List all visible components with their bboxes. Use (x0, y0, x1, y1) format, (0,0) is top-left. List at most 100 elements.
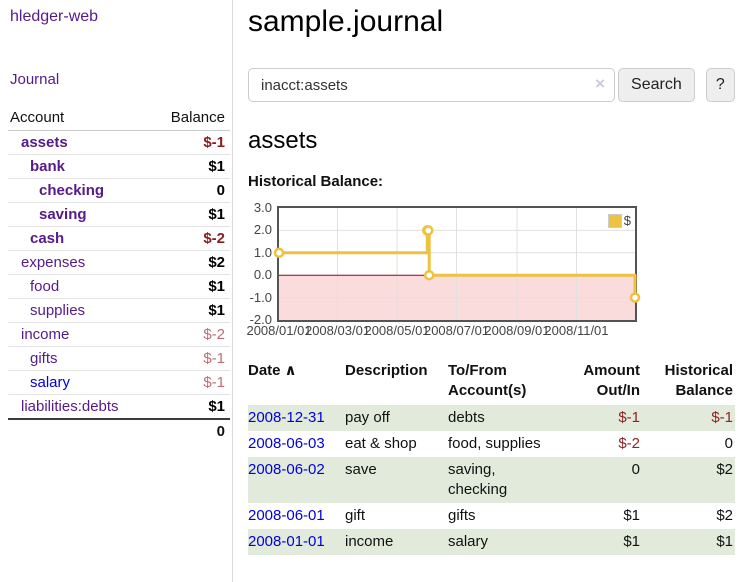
transaction-accounts-cell: debts (448, 409, 485, 426)
transaction-accounts-cell: food, supplies (448, 435, 541, 452)
account-row: salary $-1 (8, 370, 230, 395)
transaction-description-cell: gift (345, 507, 366, 524)
account-balance: $1 (208, 302, 225, 319)
transaction-description-cell: eat & shop (345, 435, 417, 452)
account-row: cash $-2 (8, 226, 230, 251)
transaction-date-link[interactable]: 2008-06-03 (248, 435, 325, 452)
account-link-income[interactable]: income (21, 326, 70, 343)
account-link-liabilities-debts[interactable]: liabilities:debts (21, 398, 119, 415)
transaction-accounts-cell: saving, checking (448, 461, 508, 498)
register-header-date[interactable]: Date ∧ (248, 362, 297, 379)
transaction-balance-cell: $2 (716, 461, 733, 478)
brand-link[interactable]: hledger-web (10, 8, 99, 25)
account-row: checking 0 (8, 178, 230, 203)
account-cell: gifts (8, 347, 151, 371)
account-cell: salary (8, 371, 151, 395)
chart-canvas (273, 208, 641, 320)
y-axis-tick-label: -2.0 (249, 312, 272, 327)
x-axis-tick-label: 2008/11/01 (544, 323, 609, 338)
register-row: 2008-06-02 save saving, checking 0 $2 (248, 457, 735, 503)
historical-balance-chart: $ 3.0 2.0 1.0 0.0 -1.0 -2.0 2008/01/01 2008/03/… (246, 197, 735, 339)
account-link-bank[interactable]: bank (30, 158, 66, 175)
transaction-description-cell: income (345, 533, 394, 550)
search-bar: × Search ? (248, 68, 735, 102)
register-table: Date ∧ Description To/From Account(s) Amo… (248, 359, 735, 555)
account-balance: $2 (208, 254, 225, 271)
account-link-saving[interactable]: saving (39, 206, 87, 223)
help-button[interactable]: ? (705, 68, 735, 102)
transaction-date-cell: 2008-12-31 (248, 405, 345, 431)
account-row: bank $1 (8, 154, 230, 179)
account-link-food[interactable]: food (30, 278, 60, 295)
transaction-date-link[interactable]: 2008-06-02 (248, 461, 325, 478)
account-balance: 0 (216, 182, 225, 199)
accounts-header-balance: Balance (150, 106, 230, 131)
main-content: sample.journal × Search ? assets Histori… (234, 0, 742, 555)
transaction-balance-cell: 0 (724, 435, 733, 452)
clear-search-icon[interactable]: × (595, 74, 605, 93)
x-axis-tick-label: 2008/01/01 (246, 323, 312, 338)
chart-legend: $ (607, 213, 631, 228)
transaction-balance-cell: $1 (716, 533, 733, 550)
transaction-date-cell: 2008-06-02 (248, 457, 345, 503)
account-row: expenses $2 (8, 250, 230, 275)
account-balance: $-2 (203, 326, 225, 343)
transaction-date-cell: 2008-06-01 (248, 503, 345, 529)
transaction-description-cell: save (345, 461, 377, 478)
account-balance: $-1 (203, 350, 225, 367)
transaction-amount-cell: $1 (623, 533, 640, 550)
transaction-date-link[interactable]: 2008-01-01 (248, 533, 325, 550)
account-link-supplies[interactable]: supplies (30, 302, 86, 319)
transaction-accounts-cell: salary (448, 533, 489, 550)
accounts-table: Account Balance assets $-1 bank $1 checking 0… (8, 106, 230, 443)
account-link-gifts[interactable]: gifts (30, 350, 58, 367)
register-header-description: Description (345, 362, 428, 379)
account-row: assets $-1 (8, 131, 230, 155)
y-axis-tick-label: 0.0 (253, 267, 272, 283)
account-link-checking[interactable]: checking (39, 182, 105, 199)
account-link-assets[interactable]: assets (21, 134, 68, 151)
search-box: × (248, 68, 615, 102)
account-heading: assets (248, 127, 318, 154)
register-header-row: Date ∧ Description To/From Account(s) Amo… (248, 359, 735, 405)
account-row: saving $1 (8, 202, 230, 227)
account-link-cash[interactable]: cash (30, 230, 65, 247)
register-row: 2008-06-03 eat & shop food, supplies $-2 0 (248, 431, 735, 457)
chart-plot-area: $ (273, 206, 641, 322)
account-row: gifts $-1 (8, 346, 230, 371)
account-balance: $1 (208, 398, 225, 415)
account-cell: food (8, 275, 151, 299)
y-axis-tick-label: 1.0 (253, 244, 272, 260)
search-button[interactable]: Search (618, 68, 695, 102)
accounts-header-account: Account (8, 106, 151, 131)
legend-label: $ (623, 213, 631, 228)
account-balance: $1 (208, 158, 225, 175)
register-header-accounts: To/From Account(s) (448, 362, 527, 399)
x-axis-tick-label: 2008/03/01 (304, 323, 371, 338)
account-cell: assets (8, 131, 151, 155)
register-row: 2008-12-31 pay off debts $-1 $-1 (248, 405, 735, 431)
account-row: food $1 (8, 274, 230, 299)
register-row: 2008-01-01 income salary $1 $1 (248, 529, 735, 555)
transaction-description-cell: pay off (345, 409, 390, 426)
account-balance: $1 (208, 206, 225, 223)
x-axis-tick-label: 2008/09/01 (484, 323, 550, 338)
transaction-amount-cell: $1 (623, 507, 640, 524)
search-input[interactable] (248, 68, 615, 102)
account-cell: saving (8, 203, 151, 227)
sidebar: hledger-web Journal Account Balance asse… (0, 0, 233, 582)
y-axis-tick-label: 3.0 (253, 200, 272, 215)
transaction-date-link[interactable]: 2008-12-31 (248, 409, 325, 426)
account-link-expenses[interactable]: expenses (21, 254, 86, 271)
register-body: 2008-12-31 pay off debts $-1 $-1 2008-06-03 ea… (248, 405, 735, 555)
account-balance: $-2 (203, 230, 225, 247)
x-axis-tick-label: 2008/05/01 (364, 323, 430, 338)
y-axis-tick-label: 2.0 (253, 222, 272, 238)
sidebar-item-journal[interactable]: Journal (10, 71, 60, 88)
account-cell: expenses (8, 251, 151, 275)
account-balance: $1 (208, 278, 225, 295)
account-link-salary[interactable]: salary (30, 374, 71, 391)
sort-asc-icon: ∧ (284, 362, 297, 379)
transaction-date-link[interactable]: 2008-06-01 (248, 507, 325, 524)
accounts-total-row: 0 (8, 418, 230, 443)
